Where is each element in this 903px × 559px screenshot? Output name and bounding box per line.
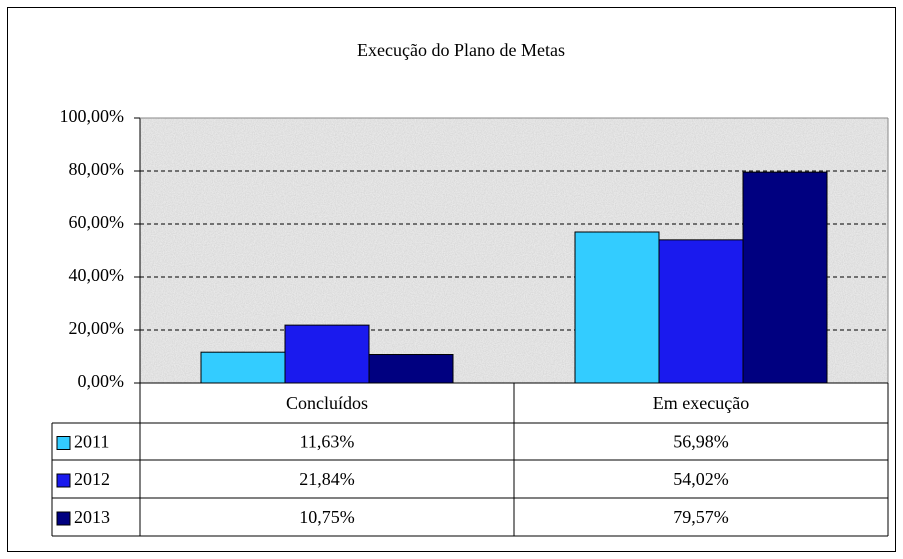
data-label: 56,98% — [673, 432, 729, 452]
y-tick-label: 80,00% — [69, 159, 125, 179]
legend-swatch — [56, 511, 71, 526]
y-tick-label: 20,00% — [69, 318, 125, 338]
bar — [742, 171, 828, 384]
bar — [284, 324, 370, 384]
legend-swatch — [56, 473, 71, 488]
y-tick-label: 0,00% — [78, 371, 125, 391]
bar — [200, 351, 286, 384]
x-tick-label: Em execução — [653, 393, 749, 413]
y-tick-label: 100,00% — [60, 106, 125, 126]
legend-label: 2012 — [74, 469, 110, 489]
data-label: 10,75% — [299, 507, 355, 527]
y-tick-label: 40,00% — [69, 265, 125, 285]
x-tick-label: Concluídos — [286, 393, 368, 413]
chart-title: Execução do Plano de Metas — [357, 40, 565, 60]
y-tick-label: 60,00% — [69, 212, 125, 232]
bar — [574, 231, 660, 384]
data-label: 54,02% — [673, 469, 729, 489]
data-label: 21,84% — [299, 469, 355, 489]
bar — [368, 354, 454, 384]
legend-swatch — [56, 436, 71, 450]
legend-label: 2011 — [74, 432, 109, 452]
data-label: 79,57% — [673, 507, 729, 527]
data-label: 11,63% — [300, 432, 355, 452]
bar — [658, 239, 744, 384]
legend-label: 2013 — [74, 507, 110, 527]
